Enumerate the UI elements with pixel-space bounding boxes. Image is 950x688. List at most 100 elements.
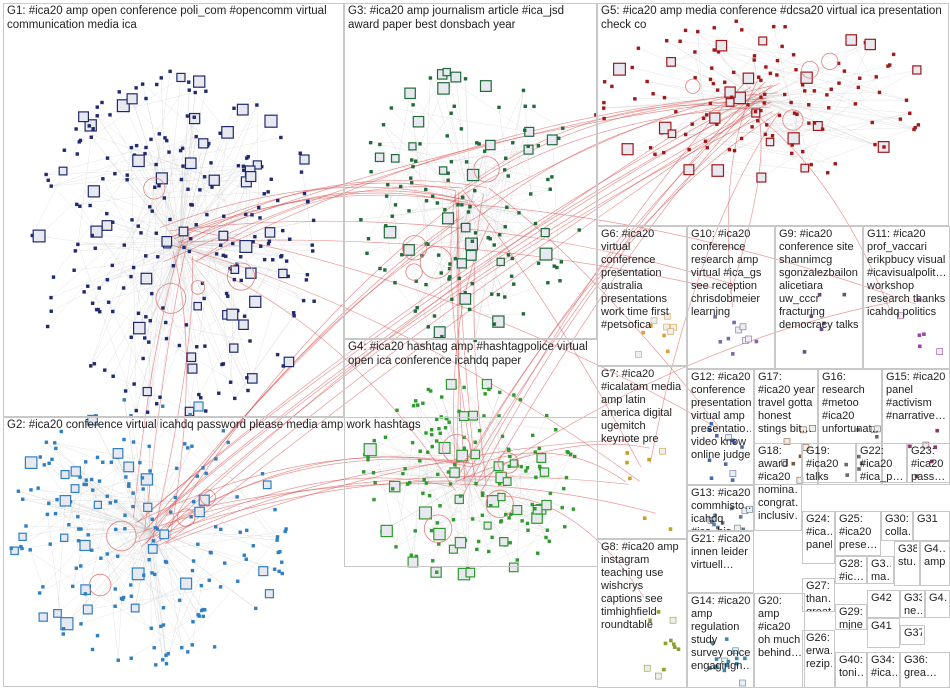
node [561, 126, 565, 130]
node [199, 396, 203, 400]
node [87, 414, 99, 426]
node [434, 439, 439, 443]
cross-edge [461, 189, 642, 468]
node [78, 111, 89, 123]
node [123, 389, 128, 393]
edge [463, 387, 510, 451]
node [426, 387, 431, 392]
node [164, 336, 169, 341]
node [276, 550, 280, 555]
node [560, 505, 564, 510]
node [665, 39, 669, 43]
node [508, 562, 519, 573]
edge [125, 71, 171, 392]
edge [442, 74, 525, 131]
node [732, 148, 737, 153]
edge [394, 486, 414, 563]
edge [383, 124, 460, 279]
node [187, 88, 192, 92]
node [856, 427, 861, 432]
hub-ring [227, 262, 256, 291]
node [653, 152, 657, 157]
node [445, 378, 457, 390]
group-box-g4y: G4… [925, 590, 950, 618]
edge [77, 461, 86, 517]
node [168, 69, 172, 74]
node [602, 106, 606, 110]
group-label: G2: #ica20 conference virtual icahdq pas… [7, 419, 421, 431]
edge [415, 204, 471, 312]
node [446, 178, 450, 182]
node [204, 89, 208, 93]
edge [458, 499, 470, 574]
node [404, 87, 416, 100]
node [740, 445, 744, 449]
edge [443, 88, 471, 206]
node [178, 226, 189, 237]
edge [117, 531, 286, 557]
node [49, 309, 53, 313]
node [41, 585, 45, 589]
group-box-g16: G16: research #metoo #ica20 unfortunat… [818, 369, 882, 485]
node [711, 164, 725, 177]
edge [491, 130, 526, 295]
node [176, 72, 186, 83]
node [134, 408, 138, 413]
node [460, 203, 464, 207]
node [662, 333, 666, 338]
edge [440, 204, 471, 274]
node [710, 520, 714, 524]
group-label: G3: #ica20 amp journalism article #ica_j… [348, 5, 565, 31]
node [185, 114, 190, 118]
node [84, 482, 88, 487]
node [713, 314, 717, 319]
node [245, 267, 257, 279]
edge [420, 450, 471, 481]
node [783, 92, 787, 97]
node [147, 340, 151, 344]
edge [425, 432, 471, 481]
node [47, 461, 51, 465]
node [184, 323, 189, 327]
node [47, 501, 51, 505]
node [394, 545, 398, 549]
edge [469, 204, 476, 233]
edge [469, 394, 515, 481]
edge [56, 468, 177, 500]
node [191, 620, 195, 624]
node [703, 139, 708, 143]
edge [138, 225, 181, 246]
edge [804, 44, 871, 169]
edge [99, 480, 151, 531]
node [656, 610, 661, 614]
node [82, 604, 93, 615]
node [914, 474, 919, 478]
node [50, 457, 54, 462]
edge [428, 389, 471, 481]
edge [115, 529, 204, 617]
edge [850, 39, 880, 93]
edge [759, 44, 871, 101]
node [111, 374, 115, 378]
node [734, 656, 739, 661]
edge [694, 51, 707, 115]
node [464, 160, 469, 164]
node [490, 535, 494, 540]
edge [431, 472, 455, 531]
node [770, 133, 775, 138]
node [799, 426, 807, 434]
node [438, 504, 442, 508]
edge [759, 42, 866, 101]
nodes-layer [9, 19, 944, 687]
node [255, 103, 259, 107]
node [693, 50, 697, 54]
edge [66, 529, 151, 624]
edge [166, 104, 258, 339]
node [554, 428, 558, 432]
node [105, 552, 109, 556]
node [152, 646, 156, 650]
edge [759, 99, 901, 120]
node [46, 178, 50, 183]
edge [47, 514, 151, 531]
node [908, 444, 912, 449]
